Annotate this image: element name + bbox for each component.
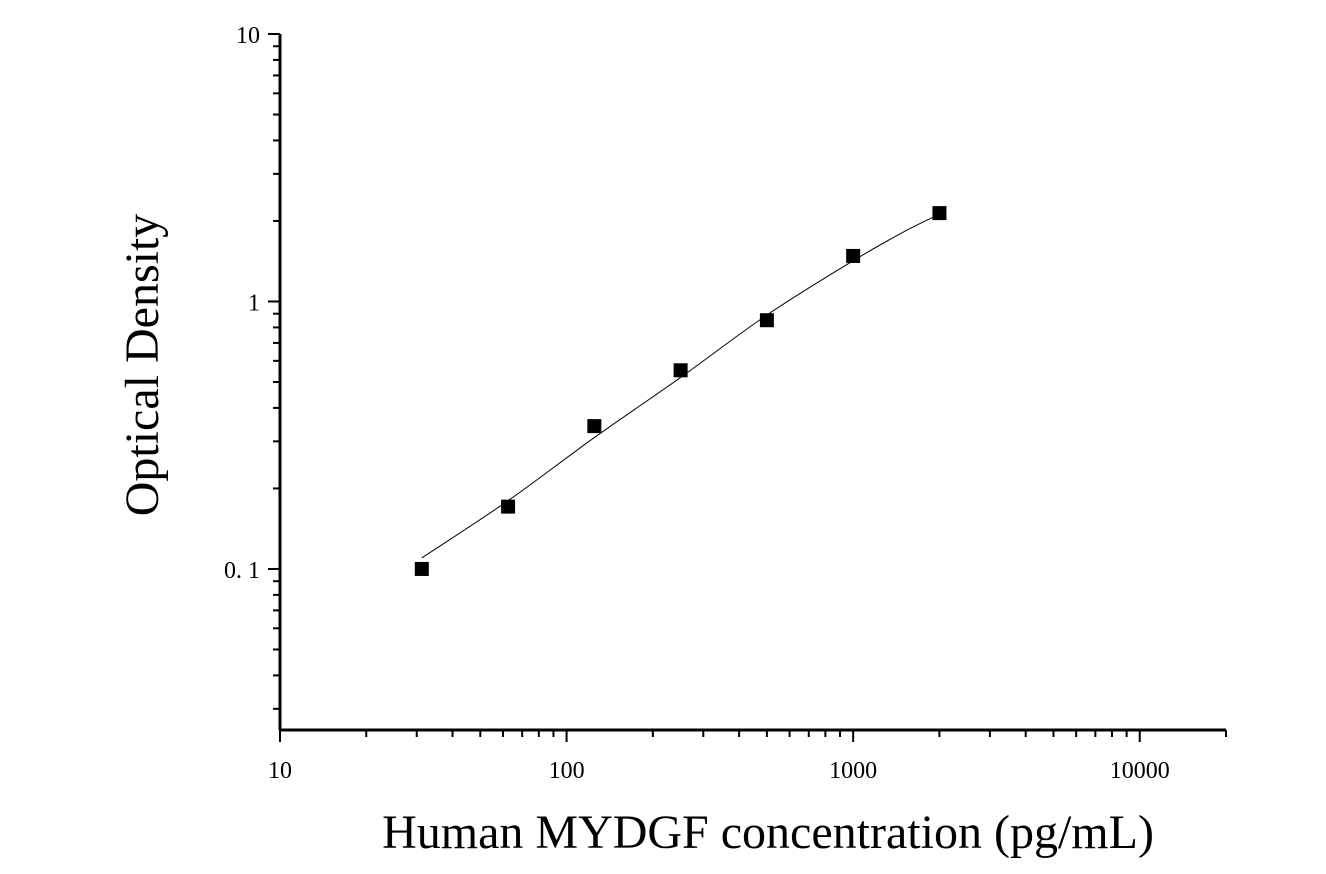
axes: [278, 34, 1226, 732]
data-point: [673, 363, 688, 378]
data-point: [759, 313, 774, 328]
y-axis-title: Optical Density: [116, 214, 169, 517]
x-axis-ticks: 10 100 1000 10000: [268, 730, 1227, 784]
data-point: [587, 419, 602, 434]
x-tick-label: 10: [268, 758, 292, 784]
x-tick-label: 100: [549, 758, 585, 784]
x-axis-title: Human MYDGF concentration (pg/mL): [382, 806, 1154, 859]
y-tick-label: 0. 1: [224, 558, 260, 584]
data-point: [501, 499, 516, 514]
fit-curve: [421, 213, 940, 559]
data-point: [846, 248, 861, 263]
y-axis-ticks: 0. 1 1 10: [224, 23, 280, 710]
y-tick-label: 1: [248, 290, 260, 316]
data-points-layer: [414, 206, 947, 576]
x-tick-label: 1000: [829, 758, 877, 784]
data-point: [414, 561, 429, 576]
data-point: [932, 206, 947, 221]
fit-curve-layer: [421, 213, 940, 559]
y-tick-label: 10: [236, 23, 260, 49]
x-tick-label: 10000: [1110, 758, 1170, 784]
